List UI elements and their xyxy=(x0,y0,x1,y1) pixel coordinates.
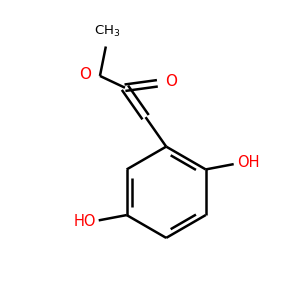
Text: O: O xyxy=(79,67,91,82)
Text: HO: HO xyxy=(73,214,96,229)
Text: OH: OH xyxy=(237,155,259,170)
Text: CH$_3$: CH$_3$ xyxy=(94,24,121,39)
Text: O: O xyxy=(165,74,177,89)
